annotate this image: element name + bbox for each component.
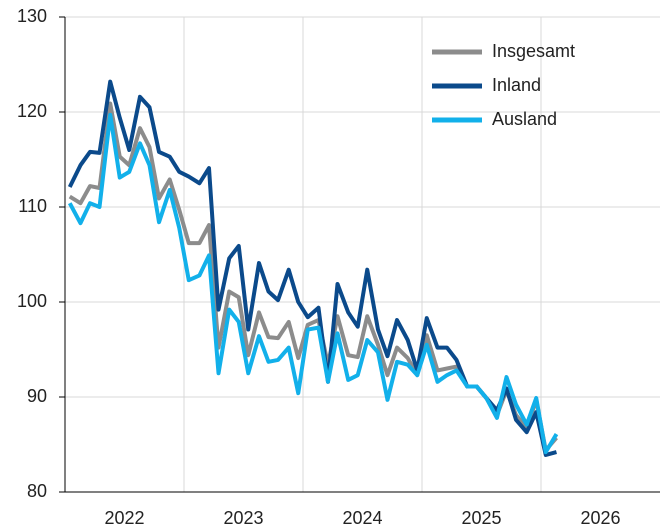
y-tick-label: 110 xyxy=(18,196,47,216)
y-tick-label: 130 xyxy=(17,6,47,26)
y-tick-label: 90 xyxy=(27,386,47,406)
x-tick-label: 2025 xyxy=(461,508,501,528)
y-tick-label: 80 xyxy=(27,481,47,501)
y-tick-label: 100 xyxy=(17,291,47,311)
y-tick-label: 120 xyxy=(17,101,47,121)
legend-label: Inland xyxy=(492,75,541,95)
series-line xyxy=(68,101,558,453)
x-tick-label: 2026 xyxy=(580,508,620,528)
legend-label: Insgesamt xyxy=(492,41,575,61)
x-tick-label: 2024 xyxy=(342,508,382,528)
x-tick-label: 2023 xyxy=(223,508,263,528)
legend-label: Ausland xyxy=(492,109,557,129)
series-line xyxy=(67,112,559,455)
x-tick-label: 2022 xyxy=(104,508,144,528)
